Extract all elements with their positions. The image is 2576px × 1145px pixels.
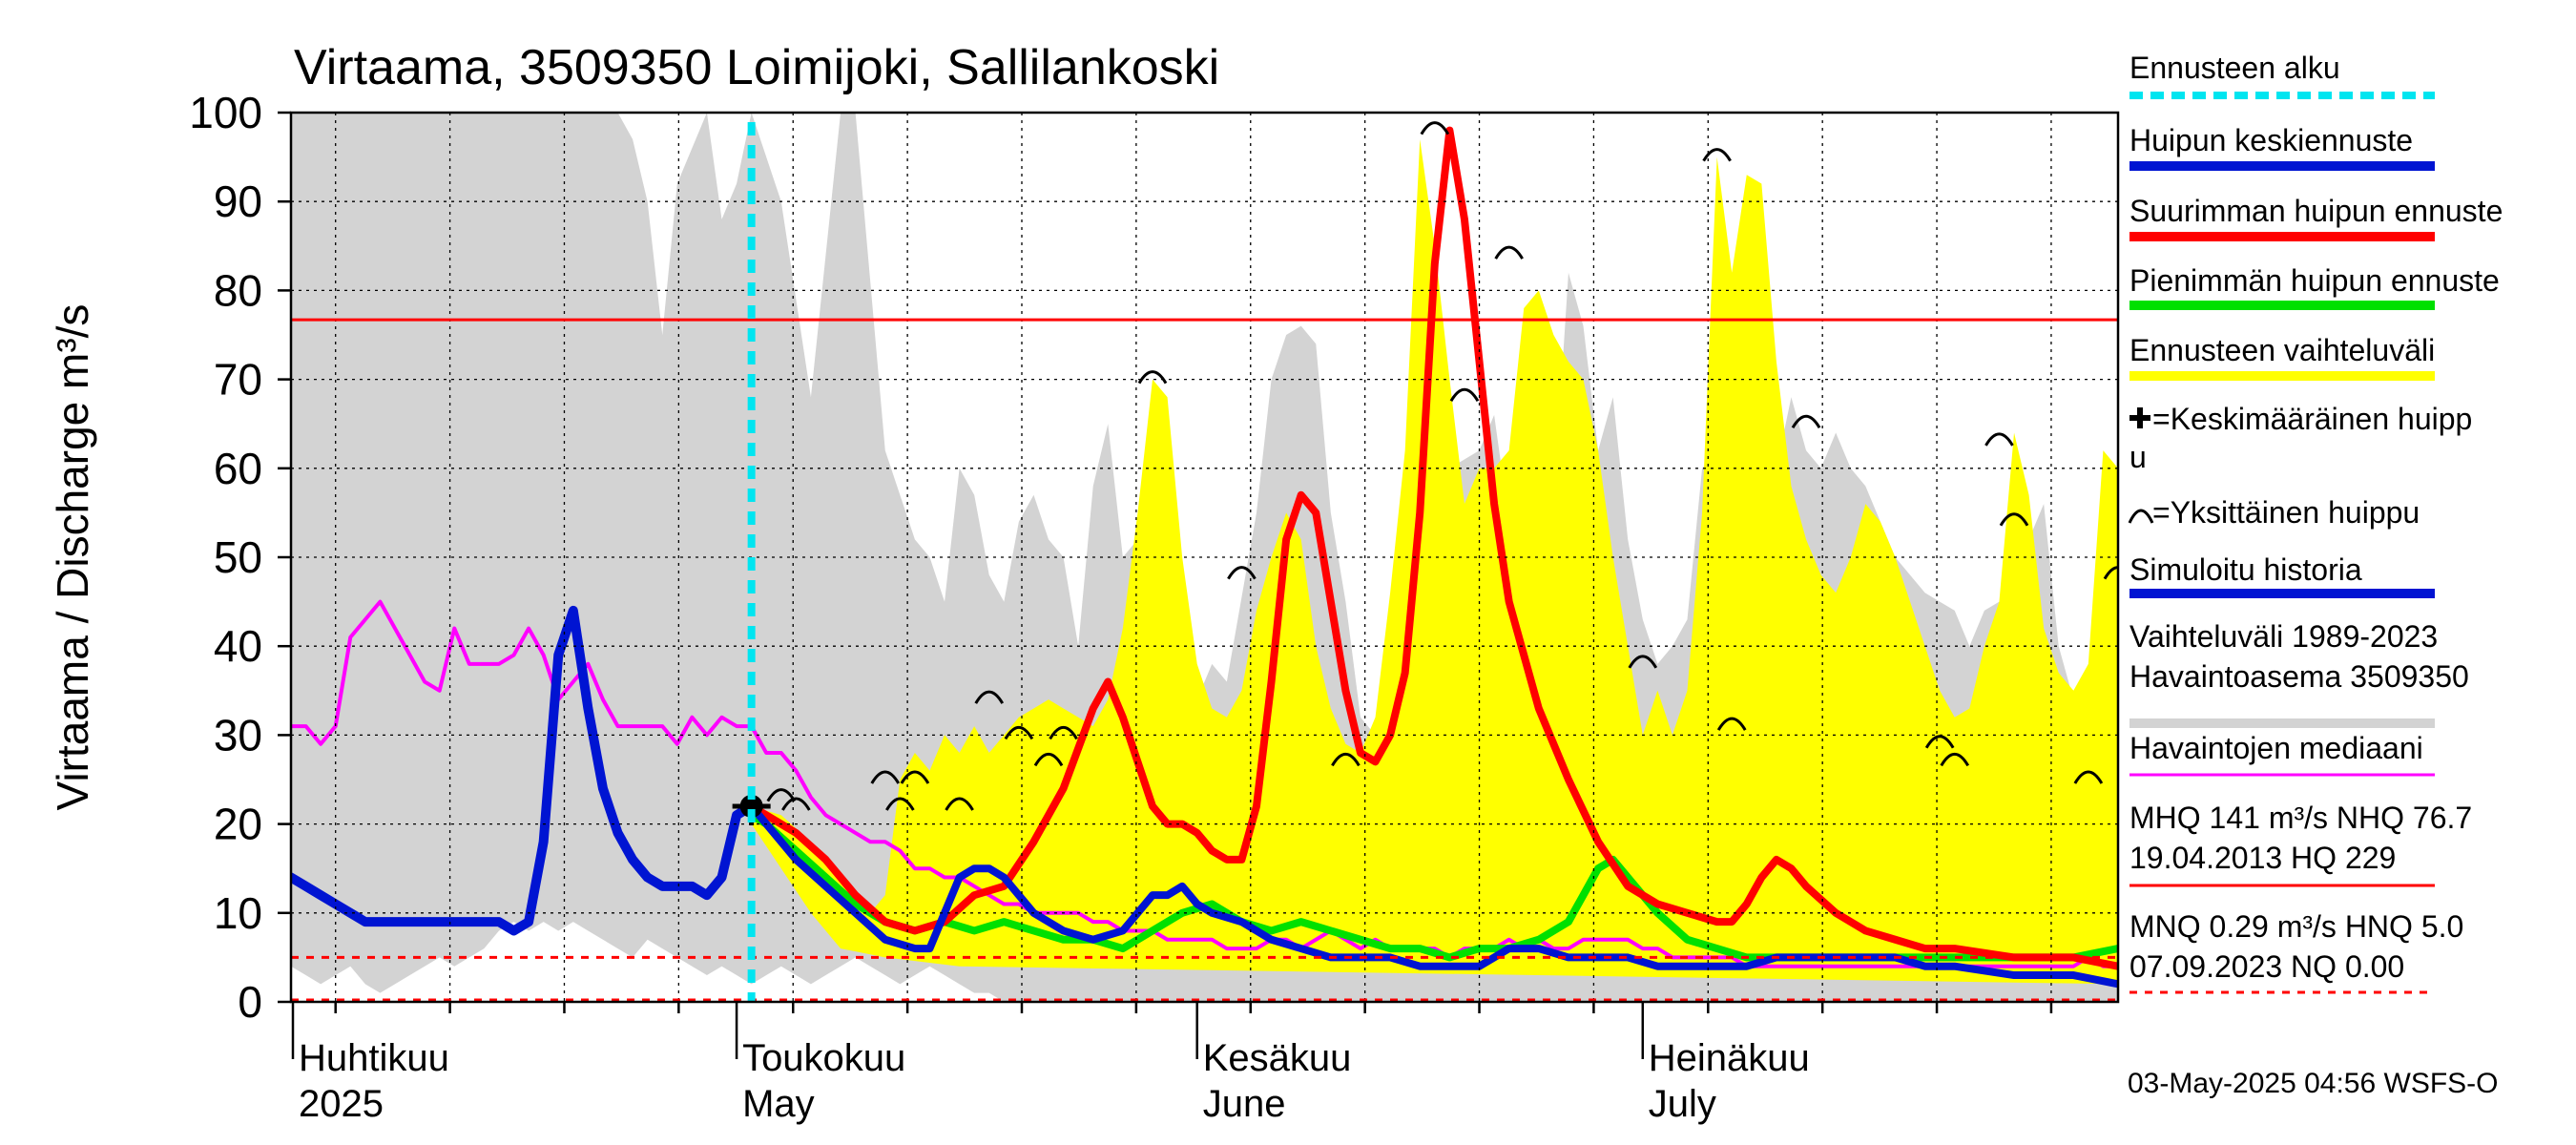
legend-label-line2: 19.04.2013 HQ 229 xyxy=(2129,841,2396,875)
band-series-1 xyxy=(751,138,2118,985)
peak-marker-21 xyxy=(1940,752,1970,767)
legend-label: Vaihteluväli 1989-2023 xyxy=(2129,619,2438,654)
legend-label: MNQ 0.29 m³/s HNQ 5.0 xyxy=(2129,909,2463,944)
peak-marker-16 xyxy=(1628,655,1658,669)
peak-marker-7 xyxy=(1004,725,1034,740)
peak-marker-8 xyxy=(1033,752,1064,767)
legend-arc-icon xyxy=(2128,509,2154,524)
legend-label: MHQ 141 m³/s NHQ 76.7 xyxy=(2129,801,2472,835)
month-label-en: July xyxy=(1649,1083,1716,1125)
legend-label: Ennusteen vaihteluväli xyxy=(2129,333,2435,367)
y-tick-label: 20 xyxy=(214,800,262,849)
peak-marker-5 xyxy=(945,797,974,811)
y-tick-label: 10 xyxy=(214,888,262,938)
month-label-fi: Kesäkuu xyxy=(1203,1037,1352,1079)
peak-marker-6 xyxy=(974,690,1005,704)
peak-marker-4 xyxy=(900,770,930,784)
line-series-6 xyxy=(747,802,2118,989)
legend-label: Simuloitu historia xyxy=(2129,552,2362,587)
peak-marker-2 xyxy=(870,770,901,784)
peak-marker-12 xyxy=(1331,752,1361,767)
y-tick-label: 30 xyxy=(214,710,262,760)
peak-marker-15 xyxy=(1494,245,1524,260)
peak-marker-17 xyxy=(1702,148,1732,162)
y-tick-label: 90 xyxy=(214,177,262,226)
legend-label: Suurimman huipun ennuste xyxy=(2129,194,2503,228)
legend-label: =Keskimääräinen huipp xyxy=(2152,402,2472,436)
peak-marker-11 xyxy=(1227,566,1257,580)
legend-label-line2: 07.09.2023 NQ 0.00 xyxy=(2129,949,2404,984)
y-tick-label: 70 xyxy=(214,355,262,405)
peak-marker-13 xyxy=(1420,121,1450,135)
month-label-en: June xyxy=(1203,1083,1286,1125)
y-tick-label: 80 xyxy=(214,265,262,315)
line-series-2 xyxy=(291,599,2118,968)
legend-label: =Yksittäinen huippu xyxy=(2152,495,2420,530)
line-series-4 xyxy=(747,126,2118,970)
legend-label: Huipun keskiennuste xyxy=(2129,123,2413,157)
peak-marker-9 xyxy=(1049,725,1078,740)
chart-title: Virtaama, 3509350 Loimijoki, Sallilankos… xyxy=(294,40,1219,95)
peak-marker-24 xyxy=(2073,770,2104,784)
y-tick-label: 40 xyxy=(214,621,262,671)
line-series-5 xyxy=(291,605,757,936)
month-label-fi: Huhtikuu xyxy=(299,1037,449,1079)
legend-label: Pienimmän huipun ennuste xyxy=(2129,263,2500,298)
peak-marker-23 xyxy=(1999,512,2029,527)
y-tick-label: 60 xyxy=(214,444,262,493)
legend-label: Havaintojen mediaani xyxy=(2129,731,2423,765)
peak-marker-25 xyxy=(2103,566,2118,580)
legend-label-line2: u xyxy=(2129,440,2147,474)
legend-plus-icon xyxy=(2129,407,2150,428)
peak-marker-1 xyxy=(781,797,811,811)
peak-marker-14 xyxy=(1449,387,1480,403)
month-label-en: 2025 xyxy=(299,1083,384,1125)
peak-marker-19 xyxy=(1791,414,1821,428)
month-label-fi: Heinäkuu xyxy=(1649,1037,1810,1079)
month-label-en: May xyxy=(742,1083,815,1125)
legend-label: Ennusteen alku xyxy=(2129,51,2340,85)
legend-label-line2: Havaintoasema 3509350 xyxy=(2129,659,2469,694)
peak-marker-0 xyxy=(766,788,797,802)
y-axis-label: Virtaama / Discharge m³/s xyxy=(48,304,97,811)
footer-timestamp: 03-May-2025 04:56 WSFS-O xyxy=(2128,1068,2499,1099)
y-tick-label: 100 xyxy=(189,88,262,137)
y-tick-label: 50 xyxy=(214,532,262,582)
peak-marker-20 xyxy=(1924,735,1955,749)
y-tick-label: 0 xyxy=(238,977,262,1027)
peak-marker-18 xyxy=(1716,717,1747,731)
month-label-fi: Toukokuu xyxy=(742,1037,905,1079)
peak-marker-3 xyxy=(885,797,915,811)
peak-marker-22 xyxy=(1984,432,2014,447)
